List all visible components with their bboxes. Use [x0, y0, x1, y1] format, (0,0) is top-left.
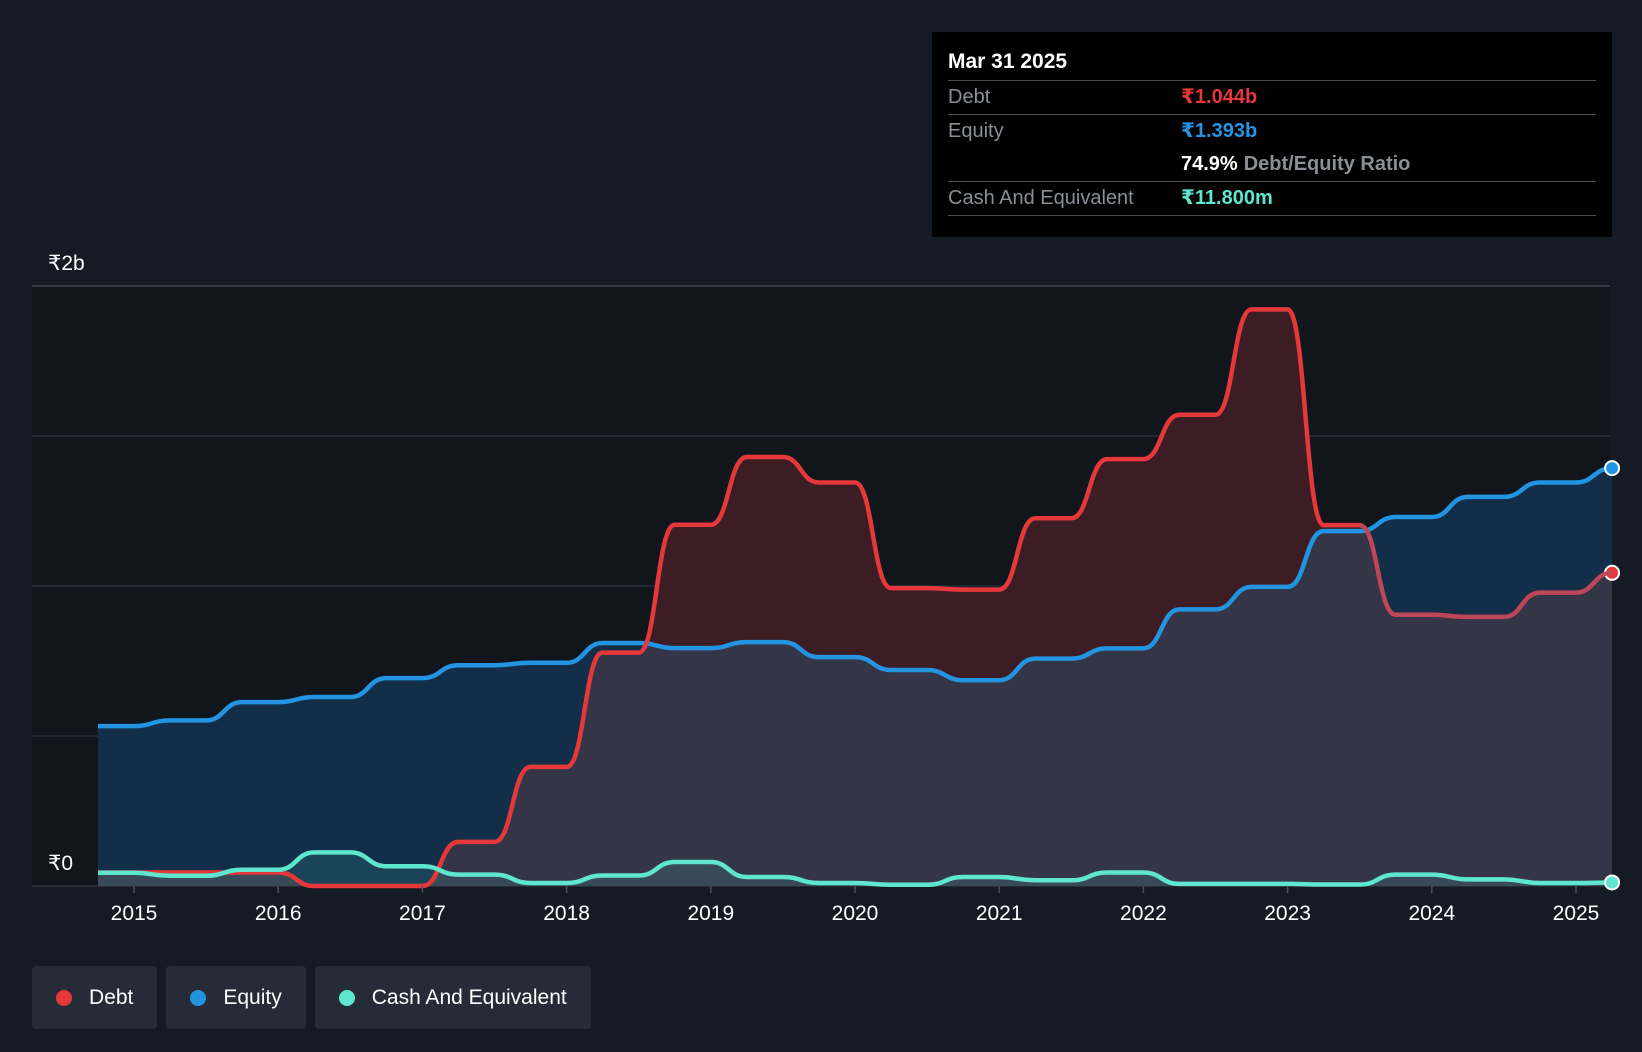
legend-item-debt[interactable]: Debt	[32, 966, 158, 1029]
end-point-markers	[1604, 460, 1621, 891]
y-axis-labels: ₹2b ₹0	[48, 252, 85, 875]
x-tick-label: 2024	[1408, 902, 1455, 925]
x-tick-label: 2019	[687, 902, 734, 925]
x-tick-label: 2023	[1264, 902, 1311, 925]
tooltip-debt-label: Debt	[948, 86, 991, 108]
x-tick-label: 2017	[399, 902, 446, 925]
tooltip-cash-row: Cash And Equivalent ₹11.800m	[948, 182, 1596, 216]
x-tick-label: 2025	[1553, 902, 1600, 925]
tooltip-cash-label: Cash And Equivalent	[948, 187, 1134, 209]
debt-dot-icon	[56, 989, 72, 1006]
x-tick-label: 2018	[543, 902, 590, 925]
tooltip-date: Mar 31 2025	[948, 44, 1596, 81]
legend: Debt Equity Cash And Equivalent	[32, 966, 591, 1029]
tooltip-equity-row: Equity ₹1.393b	[948, 115, 1596, 148]
x-tick-label: 2016	[255, 902, 302, 925]
tooltip-ratio-row: 74.9% Debt/Equity Ratio	[948, 148, 1596, 182]
cash-area	[98, 852, 1612, 886]
x-axis-labels: 2015 2016 2017 2018 2019 2020 2021 2022 2023 2024…	[111, 886, 1600, 925]
tooltip-ratio-value: 74.9%	[1181, 153, 1238, 175]
tooltip-debt-value: ₹1.044b	[1181, 86, 1258, 108]
legend-item-equity[interactable]: Equity	[166, 966, 306, 1029]
y-tick-label: ₹0	[48, 852, 73, 875]
tooltip-debt-row: Debt ₹1.044b	[948, 81, 1596, 115]
tooltip-cash-value: ₹11.800m	[1181, 187, 1273, 209]
legend-label-equity: Equity	[223, 985, 282, 1009]
x-tick-label: 2022	[1120, 902, 1167, 925]
y-tick-label: ₹2b	[48, 252, 85, 275]
tooltip-equity-label: Equity	[948, 120, 1004, 142]
cash-end-dot	[1604, 874, 1621, 891]
equity-end-dot	[1604, 460, 1621, 477]
equity-line	[98, 465, 1613, 729]
x-tick-label: 2021	[976, 902, 1023, 925]
x-tick-label: 2020	[832, 902, 879, 925]
tooltip-equity-value: ₹1.393b	[1181, 120, 1258, 142]
legend-label-debt: Debt	[89, 985, 134, 1009]
cash-dot-icon	[338, 989, 355, 1006]
tooltip: Mar 31 2025 Debt ₹1.044b Equity ₹1.393b …	[932, 32, 1612, 237]
legend-item-cash[interactable]: Cash And Equivalent	[314, 966, 591, 1029]
x-tick-label: 2015	[111, 902, 158, 925]
tooltip-ratio-label: Debt/Equity Ratio	[1243, 153, 1411, 175]
debt-line-under-equity	[1358, 523, 1613, 619]
legend-label-cash: Cash And Equivalent	[371, 985, 567, 1009]
equity-dot-icon	[190, 989, 207, 1006]
cash-line	[98, 850, 1613, 888]
